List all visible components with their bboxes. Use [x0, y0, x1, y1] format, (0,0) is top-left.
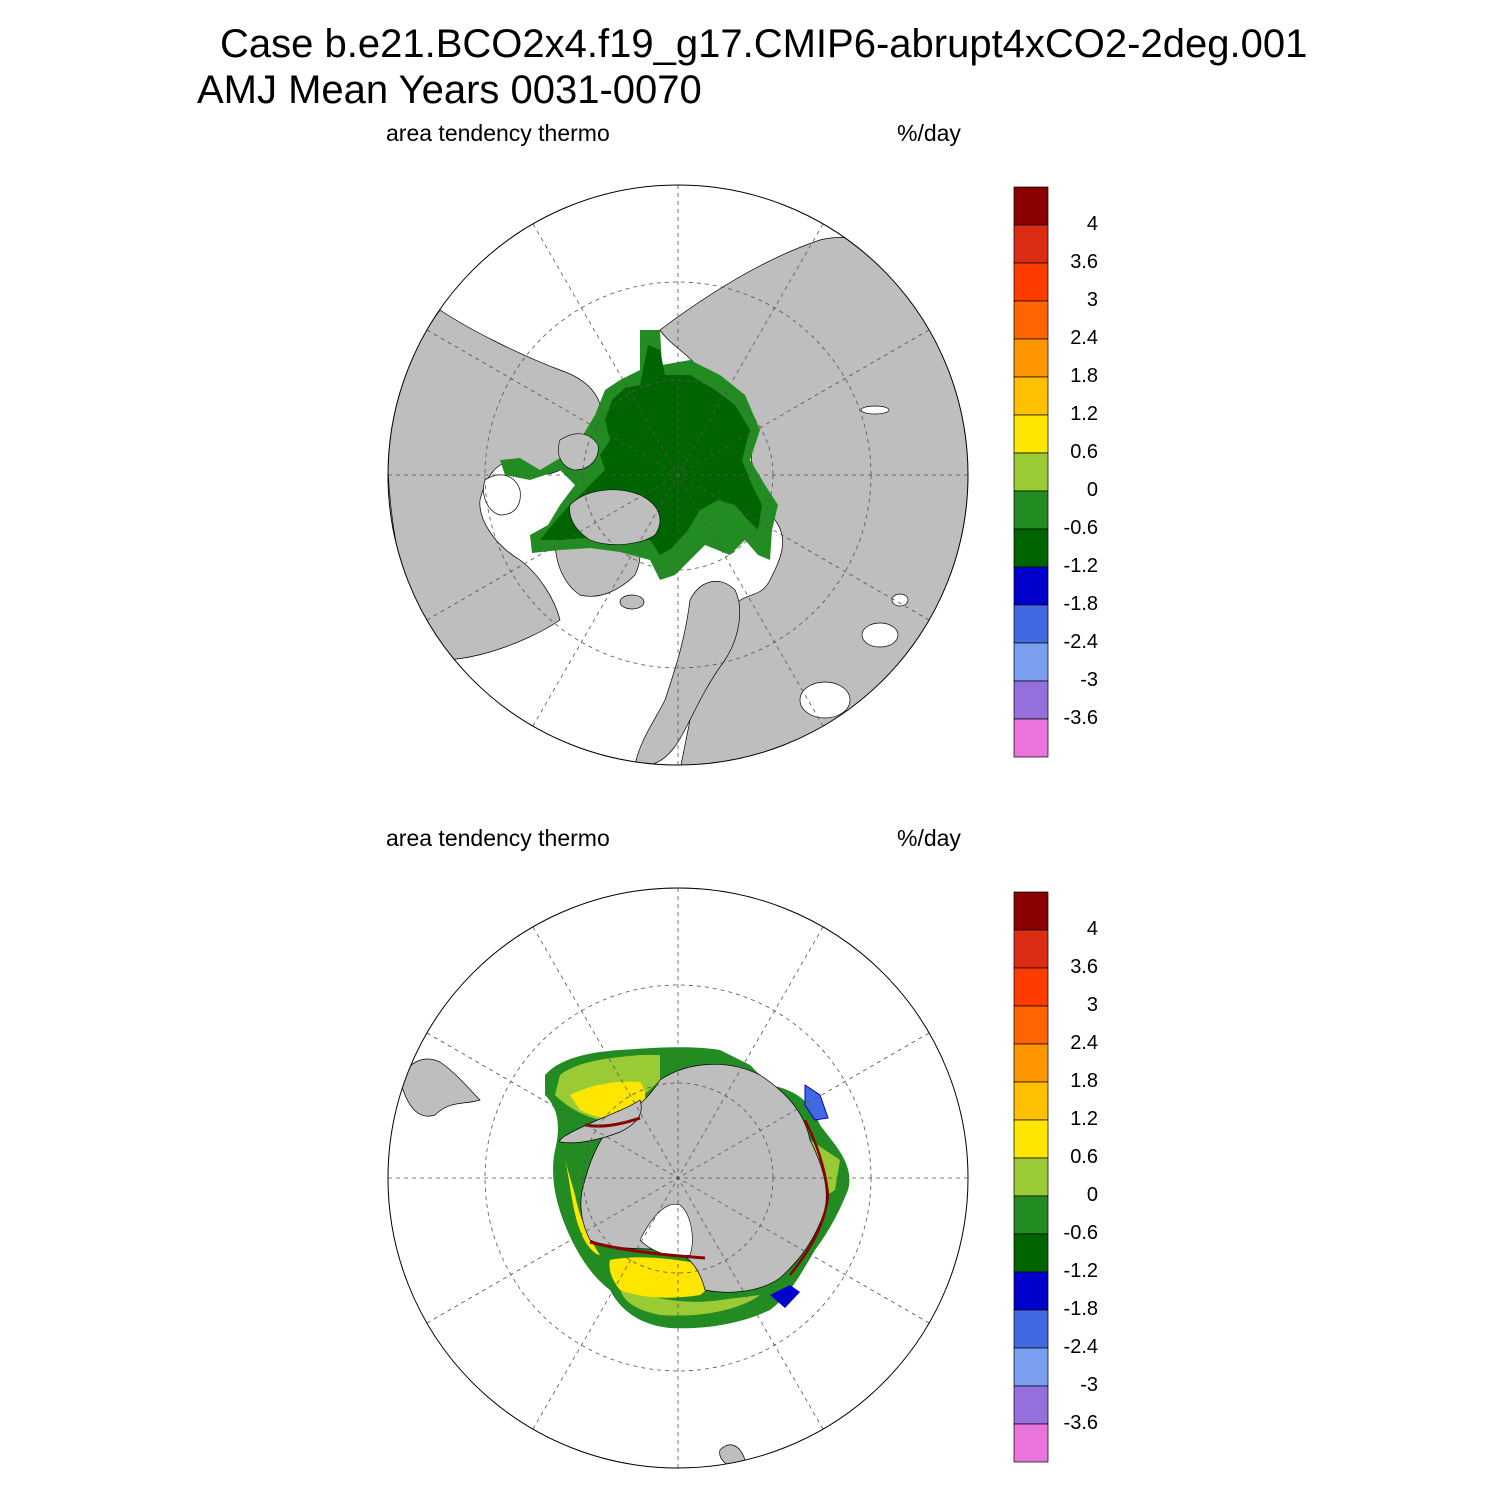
south-colorbar-label: -1.2: [1063, 1260, 1098, 1282]
south-colorbar-box-13: [1013, 1385, 1049, 1425]
north-colorbar-box-8: [1013, 490, 1049, 530]
north-colorbar: [1013, 186, 1049, 758]
south-colorbar-box-1: [1013, 929, 1049, 969]
south-colorbar-box-0: [1013, 891, 1049, 931]
south-ice-yellow-ross: [609, 1257, 709, 1298]
north-colorbar-label: 3: [1086, 289, 1098, 311]
south-colorbar-box-3: [1013, 1005, 1049, 1045]
south-colorbar-label: 3: [1086, 994, 1098, 1016]
north-land-island-2: [891, 593, 909, 607]
south-colorbar-box-8: [1013, 1195, 1049, 1235]
north-land-island-4: [799, 681, 851, 719]
south-panel-units: %/day: [897, 825, 961, 851]
north-colorbar-label: 2.4: [1070, 327, 1098, 349]
south-colorbar-label: -2.4: [1063, 1336, 1098, 1358]
south-colorbar-box-12: [1013, 1347, 1049, 1387]
south-colorbar-label: 0.6: [1070, 1146, 1098, 1168]
south-colorbar-box-11: [1013, 1309, 1049, 1349]
north-colorbar-label: 0.6: [1070, 441, 1098, 463]
north-colorbar-box-3: [1013, 300, 1049, 340]
south-colorbar-label: -1.8: [1063, 1298, 1098, 1320]
north-colorbar-box-0: [1013, 186, 1049, 226]
north-land-island-1: [860, 405, 890, 415]
south-ice-red-fringe-east: [789, 1119, 830, 1276]
north-colorbar-label: 4: [1086, 213, 1098, 235]
south-ice-red-fringe-ross: [589, 1240, 706, 1260]
south-ice-yellow-west: [565, 1160, 600, 1255]
south-colorbar-box-10: [1013, 1271, 1049, 1311]
north-colorbar-box-4: [1013, 338, 1049, 378]
south-colorbar: [1013, 891, 1049, 1463]
south-colorbar-box-9: [1013, 1233, 1049, 1273]
north-colorbar-box-13: [1013, 680, 1049, 720]
south-colorbar-box-2: [1013, 967, 1049, 1007]
north-polar-map: [387, 184, 969, 766]
south-land-south-america: [399, 1058, 481, 1117]
north-colorbar-box-12: [1013, 642, 1049, 682]
north-colorbar-box-9: [1013, 528, 1049, 568]
north-panel-subtitle: area tendency thermo: [386, 120, 610, 146]
south-colorbar-label: -0.6: [1063, 1222, 1098, 1244]
north-colorbar-label: 1.8: [1070, 365, 1098, 387]
south-colorbar-box-5: [1013, 1081, 1049, 1121]
north-panel-units: %/day: [897, 120, 961, 146]
figure-title-line-2: AMJ Mean Years 0031-0070: [197, 68, 702, 112]
north-land-iceland: [619, 594, 645, 610]
south-ice-red-fringe-weddell: [584, 1116, 641, 1128]
north-hudson-bay: [483, 474, 521, 516]
south-colorbar-label: 2.4: [1070, 1032, 1098, 1054]
south-land-peninsula: [559, 1099, 642, 1144]
south-colorbar-label: 4: [1086, 918, 1098, 940]
south-graticule: [388, 888, 968, 1468]
south-colorbar-box-7: [1013, 1157, 1049, 1197]
north-colorbar-box-14: [1013, 718, 1049, 758]
north-land-europe: [634, 581, 741, 765]
north-land-island-3: [861, 622, 899, 648]
south-colorbar-label: 0: [1086, 1184, 1098, 1206]
south-colorbar-box-6: [1013, 1119, 1049, 1159]
north-colorbar-label: -1.2: [1063, 555, 1098, 577]
south-ice-blue-patch-2: [770, 1285, 800, 1308]
north-colorbar-label: 0: [1086, 479, 1098, 501]
figure-title-line-1: Case b.e21.BCO2x4.f19_g17.CMIP6-abrupt4x…: [220, 22, 1308, 66]
south-colorbar-label: -3: [1080, 1374, 1098, 1396]
north-colorbar-label: -3.6: [1063, 707, 1098, 729]
south-polar-map: [387, 887, 969, 1469]
north-colorbar-box-7: [1013, 452, 1049, 492]
north-colorbar-box-5: [1013, 376, 1049, 416]
south-panel-subtitle: area tendency thermo: [386, 825, 610, 851]
north-colorbar-box-1: [1013, 224, 1049, 264]
north-colorbar-label: -1.8: [1063, 593, 1098, 615]
south-colorbar-label: -3.6: [1063, 1412, 1098, 1434]
north-colorbar-box-2: [1013, 262, 1049, 302]
south-ice-band-lightgreen: [555, 1055, 840, 1316]
north-colorbar-label: -2.4: [1063, 631, 1098, 653]
north-colorbar-box-10: [1013, 566, 1049, 606]
south-colorbar-label: 1.8: [1070, 1070, 1098, 1092]
north-land-greenland-north: [569, 489, 661, 545]
south-colorbar-box-14: [1013, 1423, 1049, 1463]
north-graticule: [388, 185, 968, 765]
north-colorbar-box-6: [1013, 414, 1049, 454]
north-colorbar-label: -3: [1080, 669, 1098, 691]
north-colorbar-box-11: [1013, 604, 1049, 644]
north-colorbar-label: 1.2: [1070, 403, 1098, 425]
north-colorbar-label: -0.6: [1063, 517, 1098, 539]
north-colorbar-label: 3.6: [1070, 251, 1098, 273]
south-colorbar-label: 3.6: [1070, 956, 1098, 978]
south-colorbar-label: 1.2: [1070, 1108, 1098, 1130]
south-colorbar-box-4: [1013, 1043, 1049, 1083]
south-ice-blue-patch-1: [804, 1084, 829, 1121]
